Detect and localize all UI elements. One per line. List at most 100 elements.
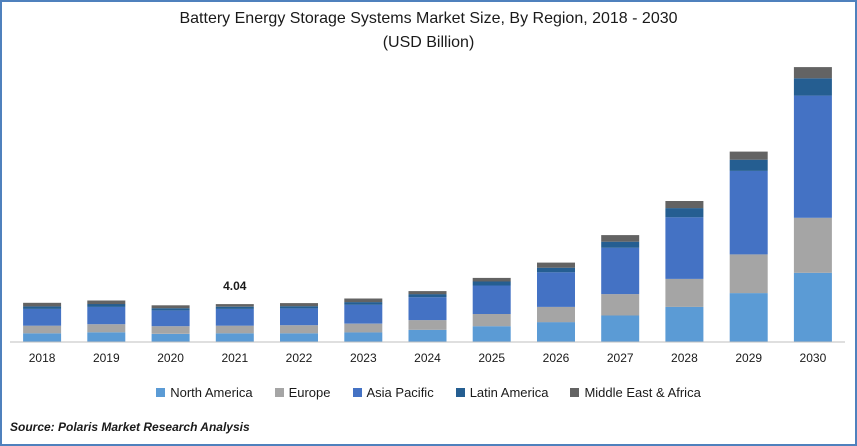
bar-2029-north-america bbox=[729, 293, 768, 342]
legend-swatch bbox=[455, 388, 465, 397]
bar-2026-europe bbox=[537, 306, 575, 323]
legend-swatch bbox=[352, 388, 362, 397]
legend-item-latin-america: Latin America bbox=[455, 385, 549, 400]
bar-2029-asia-pacific bbox=[729, 170, 768, 255]
bar-2023-asia-pacific bbox=[344, 304, 383, 324]
bar-2029-europe bbox=[729, 254, 768, 294]
bar-group bbox=[23, 67, 832, 342]
bar-2023-latin-america bbox=[344, 302, 383, 305]
bar-2022-north-america bbox=[280, 333, 318, 342]
bar-2018-north-america bbox=[23, 333, 62, 342]
bar-2028-north-america bbox=[665, 306, 704, 342]
legend: North America Europe Asia Pacific Latin Ame… bbox=[0, 385, 857, 400]
bar-2023-europe bbox=[344, 323, 383, 333]
bar-2018-asia-pacific bbox=[23, 308, 62, 326]
bar-2021-latin-america bbox=[215, 306, 254, 309]
x-tick-label: 2023 bbox=[350, 351, 377, 365]
bar-2030-asia-pacific bbox=[793, 95, 832, 218]
bar-2026-north-america bbox=[537, 322, 575, 342]
x-tick-label: 2024 bbox=[414, 351, 441, 365]
bar-2018-middle-east-africa bbox=[23, 302, 62, 307]
data-labels: 4.04 bbox=[223, 279, 247, 293]
bar-2022-latin-america bbox=[280, 306, 318, 309]
bar-2021-europe bbox=[215, 325, 254, 334]
x-tick-label: 2026 bbox=[543, 351, 570, 365]
bar-2020-latin-america bbox=[151, 308, 190, 311]
bar-2019-asia-pacific bbox=[87, 306, 126, 325]
bar-2020-middle-east-africa bbox=[151, 305, 190, 309]
source-note: Source: Polaris Market Research Analysis bbox=[10, 420, 250, 434]
chart-title: Battery Energy Storage Systems Market Si… bbox=[179, 10, 678, 27]
bar-2024-north-america bbox=[408, 329, 447, 342]
bar-2026-latin-america bbox=[537, 267, 575, 273]
bar-2029-middle-east-africa bbox=[729, 151, 768, 160]
bar-2025-asia-pacific bbox=[472, 285, 511, 314]
bar-2028-asia-pacific bbox=[665, 217, 704, 279]
bar-2025-north-america bbox=[472, 326, 511, 342]
bar-2018-latin-america bbox=[23, 306, 62, 309]
bar-2028-latin-america bbox=[665, 208, 704, 218]
bar-2022-asia-pacific bbox=[280, 308, 318, 326]
bar-2020-north-america bbox=[151, 333, 190, 342]
legend-item-asia-pacific: Asia Pacific bbox=[352, 385, 434, 400]
legend-item-north-america: North America bbox=[156, 385, 253, 400]
bar-2021-north-america bbox=[215, 333, 254, 342]
x-tick-label: 2021 bbox=[221, 351, 248, 365]
bar-2030-middle-east-africa bbox=[793, 67, 832, 79]
legend-swatch bbox=[274, 388, 284, 397]
x-tick-label: 2025 bbox=[478, 351, 505, 365]
bar-2021-middle-east-africa bbox=[215, 304, 254, 307]
bar-2021-asia-pacific bbox=[215, 308, 254, 326]
legend-item-middle-east-africa: Middle East & Africa bbox=[570, 385, 701, 400]
data-label-2021: 4.04 bbox=[223, 279, 247, 293]
legend-label: Middle East & Africa bbox=[584, 385, 701, 400]
bar-2023-middle-east-africa bbox=[344, 298, 383, 303]
bar-2027-middle-east-africa bbox=[601, 235, 640, 242]
legend-label: Asia Pacific bbox=[366, 385, 434, 400]
x-tick-label: 2029 bbox=[735, 351, 762, 365]
bar-2024-latin-america bbox=[408, 294, 447, 298]
x-tick-label: 2030 bbox=[800, 351, 827, 365]
bar-2024-asia-pacific bbox=[408, 297, 447, 321]
bar-2029-latin-america bbox=[729, 159, 768, 171]
bar-2019-europe bbox=[87, 324, 126, 333]
legend-swatch bbox=[156, 388, 166, 397]
chart-subtitle: (USD Billion) bbox=[382, 34, 475, 51]
legend-label: Latin America bbox=[469, 385, 549, 400]
bar-2025-middle-east-africa bbox=[472, 277, 511, 282]
x-tick-labels: 2018 2019 2020 2021 2022 2023 2024 2025 2026 2027… bbox=[29, 351, 827, 365]
legend-label: Europe bbox=[288, 385, 331, 400]
bar-2028-middle-east-africa bbox=[665, 201, 704, 209]
x-tick-label: 2019 bbox=[93, 351, 120, 365]
bar-2024-europe bbox=[408, 320, 447, 330]
bar-2019-latin-america bbox=[87, 304, 126, 307]
bar-2028-europe bbox=[665, 278, 704, 307]
bar-2027-europe bbox=[601, 294, 640, 316]
bar-2020-europe bbox=[151, 326, 190, 334]
bar-2026-middle-east-africa bbox=[537, 262, 575, 268]
bar-2027-asia-pacific bbox=[601, 247, 640, 295]
x-tick-label: 2022 bbox=[286, 351, 313, 365]
bar-2022-europe bbox=[280, 325, 318, 334]
x-tick-label: 2020 bbox=[157, 351, 184, 365]
bar-2026-asia-pacific bbox=[537, 272, 575, 307]
x-tick-label: 2028 bbox=[671, 351, 698, 365]
bar-2019-middle-east-africa bbox=[87, 300, 126, 305]
bar-2025-latin-america bbox=[472, 281, 511, 286]
bar-2024-middle-east-africa bbox=[408, 291, 447, 295]
bar-2023-north-america bbox=[344, 332, 383, 342]
bar-2025-europe bbox=[472, 314, 511, 327]
legend-swatch bbox=[570, 388, 580, 397]
x-tick-label: 2018 bbox=[29, 351, 56, 365]
legend-label: North America bbox=[170, 385, 253, 400]
bar-2030-latin-america bbox=[793, 78, 832, 96]
legend-item-europe: Europe bbox=[274, 385, 331, 400]
bar-2022-middle-east-africa bbox=[280, 303, 318, 307]
bar-2019-north-america bbox=[87, 332, 126, 342]
bar-2018-europe bbox=[23, 325, 62, 334]
bar-2030-europe bbox=[793, 217, 832, 273]
x-tick-label: 2027 bbox=[607, 351, 634, 365]
bar-2030-north-america bbox=[793, 272, 832, 342]
